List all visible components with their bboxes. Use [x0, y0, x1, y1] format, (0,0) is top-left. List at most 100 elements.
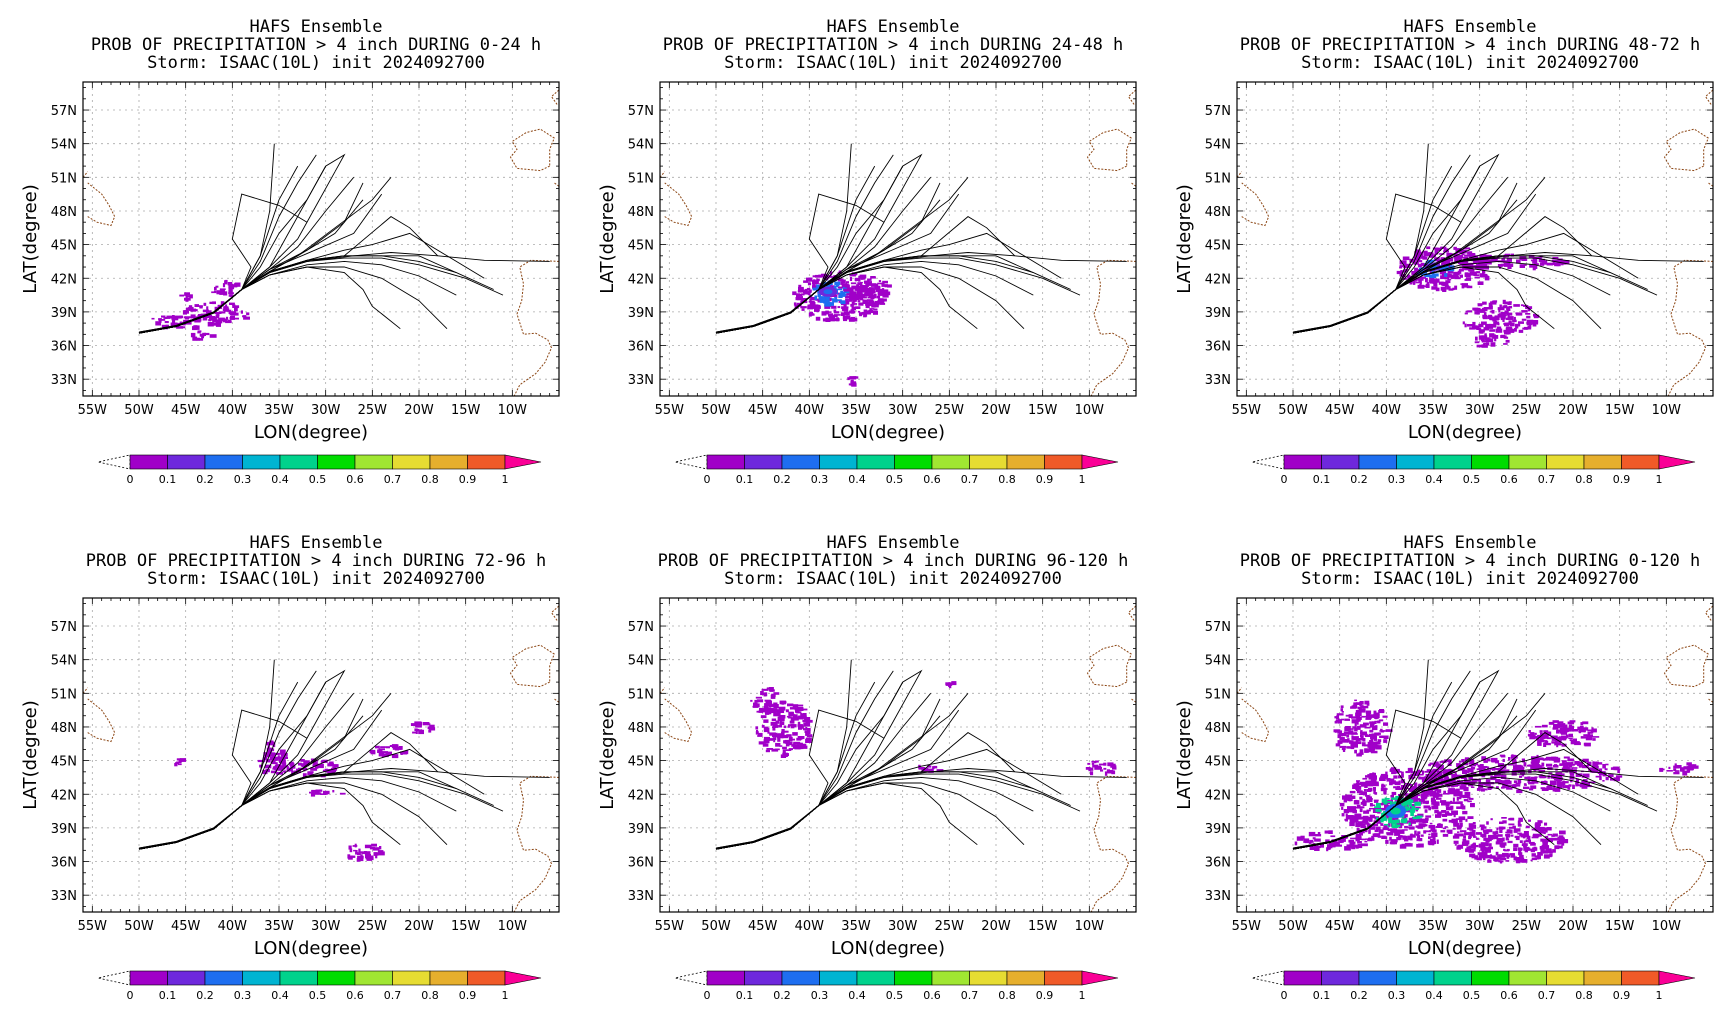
- ensemble-track: [138, 154, 317, 334]
- y-tick-label: 33N: [51, 373, 77, 388]
- chart-panel: HAFS Ensemble PROB OF PRECIPITATION > 4 i…: [0, 516, 577, 1032]
- chart-title-line: Storm: ISAAC(10L) init 2024092700: [724, 53, 1062, 73]
- y-axis-label: LAT(degree): [597, 184, 618, 293]
- ensemble-track: [715, 177, 932, 334]
- colorbar-segment: [204, 454, 243, 470]
- y-tick-label: 39N: [51, 822, 77, 837]
- y-tick-label: 33N: [628, 889, 654, 904]
- colorbar-tick-label: 0: [1281, 473, 1288, 486]
- ensemble-track: [138, 670, 317, 850]
- colorbar-tick-label: 0.3: [811, 989, 829, 1002]
- chart-title-line: HAFS Ensemble: [249, 17, 382, 37]
- x-tick-label: 55W: [78, 403, 108, 418]
- colorbar-segment: [1283, 970, 1322, 986]
- colorbar-over: [1658, 970, 1696, 986]
- precip-area: [347, 843, 385, 862]
- y-tick-label: 48N: [1205, 721, 1231, 736]
- colorbar-under: [1251, 970, 1285, 986]
- colorbar-tick-label: 0.9: [1036, 989, 1054, 1002]
- ensemble-track: [715, 709, 885, 850]
- plot-frame: [1236, 597, 1714, 913]
- coastline: [1708, 698, 1713, 703]
- y-tick-label: 33N: [1205, 889, 1231, 904]
- coastline: [513, 259, 559, 396]
- x-tick-label: 30W: [311, 403, 341, 418]
- y-axis-label: LAT(degree): [1174, 184, 1195, 293]
- colorbar-tick-label: 0: [1281, 989, 1288, 1002]
- ensemble-track: [715, 199, 941, 334]
- y-tick-label: 57N: [628, 104, 654, 119]
- colorbar: 0 0.1 0.2 0.3 0.4 0.5 0.6 0.7 0.8 0.9 1: [674, 970, 1119, 1002]
- y-tick-label: 48N: [628, 205, 654, 220]
- y-axis-label: LAT(degree): [20, 700, 41, 809]
- y-tick-label: 57N: [51, 104, 77, 119]
- precip-area: [182, 301, 250, 327]
- plot-frame: [659, 597, 1137, 913]
- y-tick-label: 39N: [1205, 306, 1231, 321]
- chart-title-line: HAFS Ensemble: [826, 17, 959, 37]
- colorbar-tick-label: 0.1: [159, 989, 177, 1002]
- colorbar-segment: [392, 454, 431, 470]
- ensemble-track: [138, 782, 401, 850]
- colorbar-tick-label: 0.3: [1388, 989, 1406, 1002]
- y-tick-label: 42N: [628, 788, 654, 803]
- colorbar-segment: [1321, 970, 1360, 986]
- colorbar-segment: [1621, 454, 1660, 470]
- colorbar-tick-label: 0.6: [1500, 989, 1518, 1002]
- colorbar-tick-label: 0.8: [421, 989, 439, 1002]
- y-tick-label: 36N: [51, 340, 77, 355]
- chart-title-line: Storm: ISAAC(10L) init 2024092700: [147, 53, 485, 73]
- colorbar-tick-label: 0.1: [159, 473, 177, 486]
- x-tick-label: 25W: [1512, 919, 1542, 934]
- y-tick-label: 51N: [51, 687, 77, 702]
- chart-panel: HAFS Ensemble PROB OF PRECIPITATION > 4 i…: [577, 0, 1154, 516]
- colorbar-segment: [931, 454, 970, 470]
- x-tick-label: 50W: [124, 919, 154, 934]
- plot-frame: [1236, 81, 1714, 397]
- chart-panel: HAFS Ensemble PROB OF PRECIPITATION > 4 i…: [0, 0, 577, 516]
- coastline: [1704, 89, 1713, 105]
- ensemble-track: [715, 782, 978, 850]
- colorbar-segment: [129, 454, 168, 470]
- y-tick-label: 36N: [1205, 856, 1231, 871]
- y-tick-label: 45N: [628, 239, 654, 254]
- colorbar-segment: [1583, 970, 1622, 986]
- x-tick-label: 50W: [1278, 919, 1308, 934]
- x-tick-label: 45W: [171, 919, 201, 934]
- colorbar-tick-label: 0.1: [1313, 473, 1331, 486]
- colorbar-segment: [856, 970, 895, 986]
- plot-frame: [82, 597, 560, 913]
- y-tick-label: 57N: [1205, 104, 1231, 119]
- y-tick-label: 48N: [628, 721, 654, 736]
- coastline: [1086, 644, 1132, 688]
- plot-area: [1237, 82, 1713, 396]
- coastline: [509, 644, 555, 688]
- colorbar-segment: [167, 454, 206, 470]
- x-tick-label: 55W: [655, 919, 685, 934]
- plot-area: [660, 82, 1136, 396]
- coastline: [1090, 259, 1136, 396]
- precip-area: [211, 279, 241, 297]
- x-tick-label: 40W: [218, 919, 248, 934]
- colorbar-segment: [1396, 454, 1435, 470]
- coastline: [87, 182, 116, 227]
- coastline: [550, 89, 559, 105]
- y-tick-label: 33N: [628, 373, 654, 388]
- colorbar-tick-label: 0.7: [1538, 473, 1556, 486]
- colorbar-under: [97, 970, 131, 986]
- colorbar-tick-label: 0.5: [886, 473, 904, 486]
- colorbar-segment: [931, 970, 970, 986]
- ensemble-track: [715, 768, 1127, 850]
- x-tick-label: 10W: [1652, 919, 1682, 934]
- x-tick-label: 15W: [451, 919, 481, 934]
- y-tick-label: 45N: [628, 755, 654, 770]
- colorbar-segment: [129, 970, 168, 986]
- coastline: [1127, 89, 1136, 105]
- coastline: [1704, 605, 1713, 621]
- precip-area: [843, 275, 892, 306]
- colorbar-tick-label: 0.2: [196, 989, 214, 1002]
- x-tick-label: 45W: [748, 919, 778, 934]
- colorbar-tick-label: 0.9: [459, 989, 477, 1002]
